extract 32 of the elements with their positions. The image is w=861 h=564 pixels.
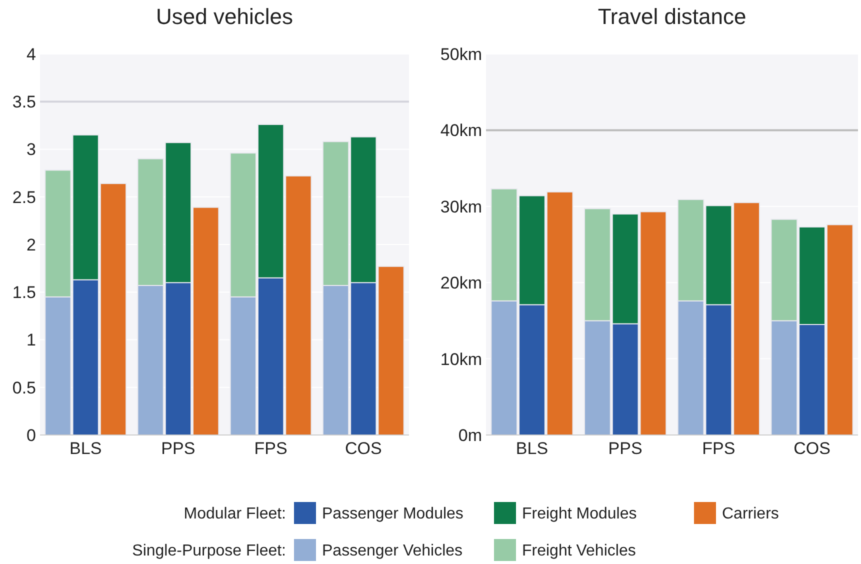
y-tick-label: 50km (440, 44, 482, 64)
y-tick-label: 30km (440, 197, 482, 216)
y-tick-label: 3 (26, 140, 36, 160)
x-tick-label: PPS (161, 439, 196, 458)
y-tick-label: 20km (440, 274, 482, 293)
y-tick-label: 0m (458, 426, 482, 445)
x-tick-label: BLS (70, 439, 102, 458)
legend-label: Passenger Modules (322, 506, 464, 523)
x-tick-label: BLS (516, 439, 548, 458)
chart-title: Used vehicles (156, 4, 293, 29)
y-tick-label: 10km (440, 350, 482, 369)
x-tick-label: COS (344, 439, 382, 458)
y-tick-label: 40km (440, 121, 482, 140)
x-tick-label: FPS (702, 439, 736, 458)
y-tick-label: 3.5 (12, 92, 36, 112)
x-tick-label: COS (794, 439, 830, 458)
legend-label: Passenger Vehicles (322, 542, 463, 560)
y-tick-label: 2.5 (12, 188, 36, 207)
text: Single-Purpose Fleet: (132, 542, 286, 560)
y-tick-label: 2 (26, 235, 36, 254)
x-tick-label: FPS (254, 439, 288, 458)
y-tick-label: 0 (26, 426, 36, 445)
legend-label: Freight Vehicles (522, 542, 636, 560)
y-tick-label: 4 (26, 44, 36, 64)
y-tick-label: 1.5 (12, 283, 36, 302)
text: Modular Fleet: (184, 506, 286, 523)
legend-label: Carriers (722, 506, 779, 523)
legend-label: Freight Modules (522, 506, 637, 523)
y-tick-label: 1 (26, 330, 36, 350)
chart-title: Travel distance (598, 4, 746, 29)
x-tick-label: PPS (608, 439, 642, 458)
y-tick-label: 0.5 (12, 378, 36, 398)
